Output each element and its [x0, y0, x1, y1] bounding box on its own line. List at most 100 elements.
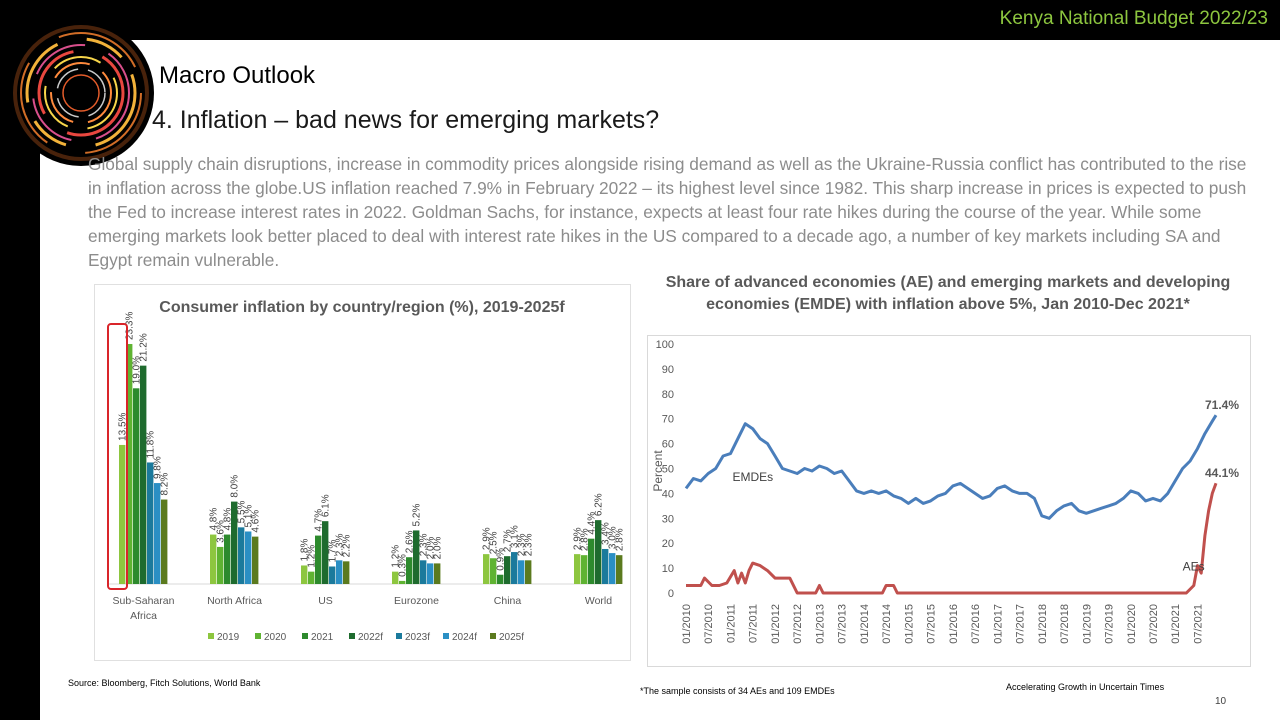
bar-data-label: 2.5%: [489, 531, 500, 554]
series-line: [686, 482, 1218, 595]
y-tick-label: 60: [662, 439, 674, 451]
bar-data-label: 2.2%: [342, 534, 353, 557]
line-chart-title: Share of advanced economies (AE) and eme…: [665, 274, 1231, 313]
legend-label: 2022f: [358, 632, 383, 643]
bar: [497, 574, 504, 584]
highlight-box: [107, 323, 128, 590]
legend-label: 2024f: [452, 632, 477, 643]
bar: [518, 560, 525, 584]
budget-title: Kenya National Budget 2022/23: [999, 8, 1268, 29]
bar: [609, 553, 616, 584]
bar: [245, 531, 252, 584]
x-tick-label: 01/2011: [725, 604, 737, 643]
y-tick-label: 70: [662, 414, 674, 426]
bar-data-label: 3.1%: [510, 525, 521, 548]
x-tick-label: 07/2014: [881, 604, 893, 644]
x-tick-label: 07/2019: [1104, 604, 1116, 644]
inflation-bar-chart: Consumer inflation by country/region (%)…: [107, 299, 626, 643]
category-label: Sub-Saharan: [113, 595, 175, 607]
bar-data-label: 2.0%: [433, 536, 444, 559]
bar-data-label: 1.7%: [328, 540, 339, 563]
footnote: *The sample consists of 34 AEs and 109 E…: [640, 686, 835, 696]
legend-label: 2025f: [499, 632, 524, 643]
bar: [483, 554, 490, 584]
category-label: US: [318, 595, 333, 607]
bar-data-label: 4.6%: [251, 510, 262, 533]
bar-data-label: 2.9%: [573, 527, 584, 550]
line-plot-area: 0 10 20 30 40 50 60 70 80 90 100 Percent 01/2010 07/2…: [651, 339, 1239, 644]
bar-data-label: 1.2%: [307, 545, 318, 568]
bar: [336, 560, 343, 584]
bar-data-label: 0.3%: [398, 554, 409, 577]
x-tick-label: 01/2017: [992, 604, 1004, 644]
bar: [392, 571, 399, 584]
bar: [420, 560, 427, 584]
bar-data-label: 11.8%: [146, 431, 157, 459]
bar: [574, 554, 581, 584]
bar: [147, 462, 154, 584]
x-tick-label: 01/2014: [859, 604, 871, 644]
bar: [504, 556, 511, 584]
x-tick-label: 07/2018: [1059, 604, 1071, 644]
category-label: North Africa: [207, 595, 262, 607]
bar: [525, 560, 532, 584]
category-label: World: [585, 595, 612, 607]
bar: [406, 557, 413, 584]
bar-data-label: 2.3%: [517, 533, 528, 556]
x-tick-label: 07/2020: [1148, 604, 1160, 644]
bar-data-label: 2.3%: [419, 533, 430, 556]
x-tick-label: 01/2016: [948, 604, 960, 644]
bar: [238, 527, 245, 584]
bar-data-label: 2.8%: [615, 528, 626, 551]
bar-data-label: 5.2%: [412, 504, 423, 527]
bar: [490, 558, 497, 584]
x-tick-label: 01/2013: [814, 604, 826, 644]
bar-data-label: 3.4%: [601, 522, 612, 545]
bar-data-label: 4.8%: [223, 508, 234, 531]
legend-label: 2019: [217, 632, 240, 643]
x-tick-label: 07/2015: [926, 604, 938, 644]
series-name-label: EMDEs: [732, 470, 773, 484]
legend-swatch: [208, 633, 214, 639]
bar: [588, 538, 595, 584]
x-tick-label: 01/2019: [1081, 604, 1093, 644]
bar: [616, 555, 623, 584]
bar: [308, 571, 315, 584]
series-line: [684, 414, 1218, 520]
bar: [301, 565, 308, 584]
bar: [119, 444, 126, 584]
bar-data-label: 1.8%: [300, 539, 311, 562]
series-end-label: 71.4%: [1205, 398, 1239, 412]
bar-data-label: 6.2%: [594, 493, 605, 516]
bar: [322, 521, 329, 584]
x-tick-label: 01/2018: [1037, 604, 1049, 644]
legend-label: 2020: [264, 632, 287, 643]
category-label: China: [494, 595, 522, 607]
bar-data-label: 2.3%: [335, 533, 346, 556]
bar: [231, 501, 238, 584]
x-tick-label: 01/2010: [681, 604, 693, 644]
tagline: Accelerating Growth in Uncertain Times: [1006, 682, 1165, 692]
bar-chart-title: Consumer inflation by country/region (%)…: [159, 299, 565, 316]
x-tick-label: 07/2021: [1192, 604, 1204, 644]
bar-data-label: 23.3%: [125, 312, 136, 340]
legend-swatch: [396, 633, 402, 639]
bar-data-label: 3.6%: [216, 520, 227, 543]
y-tick-label: 10: [662, 563, 674, 575]
bar-data-label: 2.8%: [580, 528, 591, 551]
bar: [602, 548, 609, 584]
bar-data-label: 19.0%: [132, 356, 143, 384]
x-tick-label: 07/2012: [792, 604, 804, 644]
bar-data-label: 2.6%: [405, 530, 416, 553]
bar: [217, 546, 224, 584]
bar: [140, 365, 147, 584]
inflation-share-line-chart-panel: 0 10 20 30 40 50 60 70 80 90 100 Percent 01/2010 07/2…: [647, 335, 1251, 667]
bar-data-label: 2.7%: [503, 529, 514, 552]
page-number: 10: [1215, 696, 1227, 707]
legend-swatch: [302, 633, 308, 639]
x-tick-label: 07/2011: [748, 604, 760, 643]
x-tick-label: 01/2020: [1126, 604, 1138, 644]
source-note: Source: Bloomberg, Fitch Solutions, Worl…: [68, 678, 261, 688]
bar-data-label: 13.5%: [118, 412, 129, 440]
legend-swatch: [443, 633, 449, 639]
